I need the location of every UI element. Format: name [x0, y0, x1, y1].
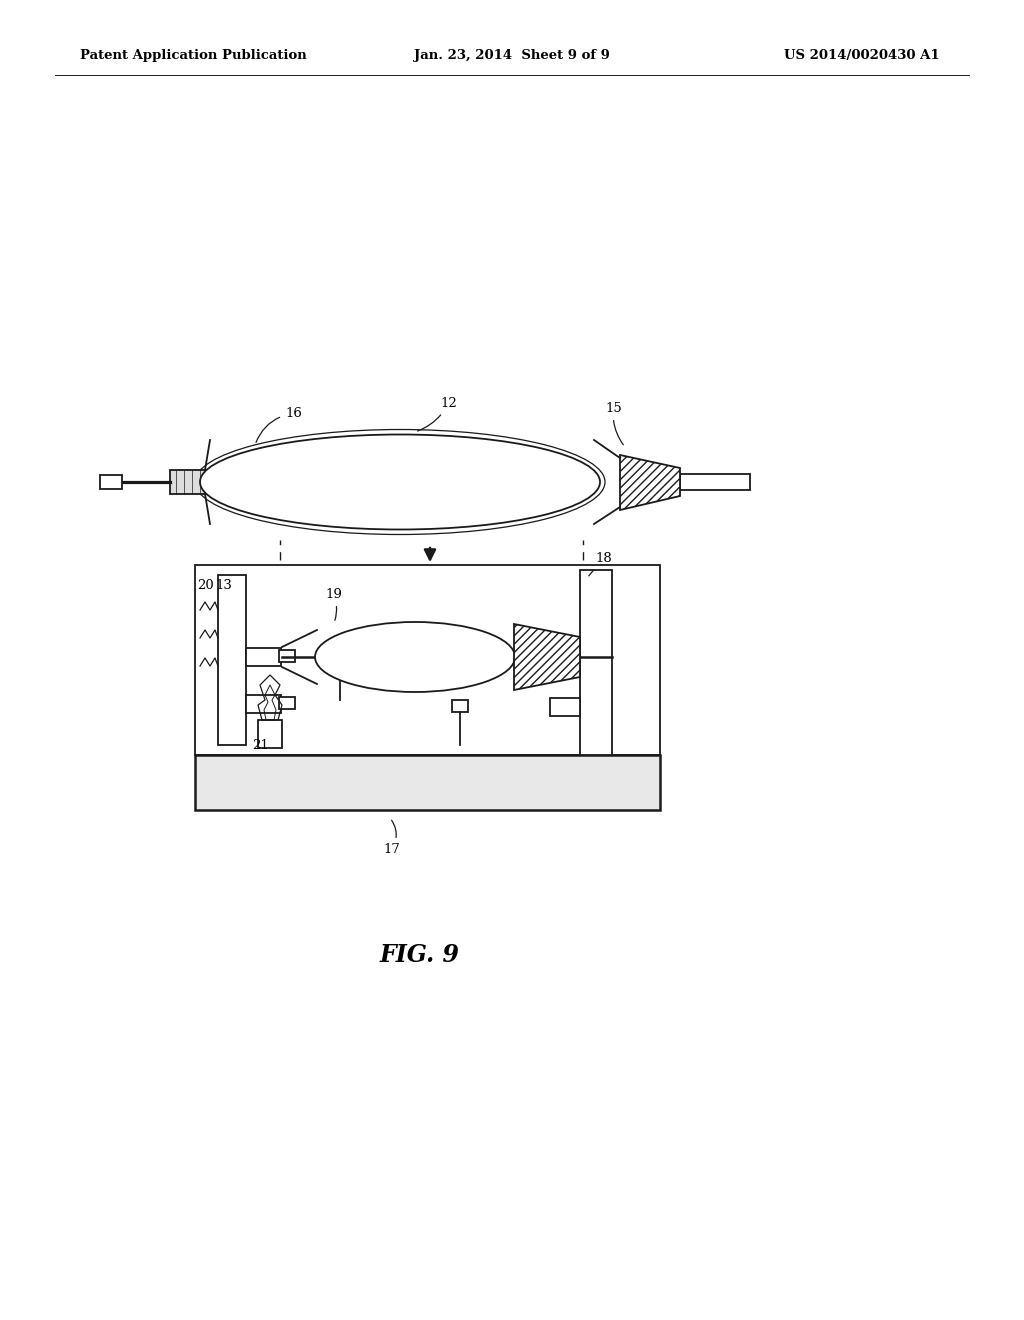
FancyBboxPatch shape — [550, 638, 580, 656]
FancyBboxPatch shape — [258, 719, 282, 748]
Ellipse shape — [315, 622, 515, 692]
Text: FIG. 9: FIG. 9 — [380, 942, 460, 968]
FancyBboxPatch shape — [279, 649, 295, 663]
Text: 13: 13 — [215, 579, 231, 591]
Polygon shape — [620, 455, 680, 510]
FancyBboxPatch shape — [332, 652, 348, 664]
FancyBboxPatch shape — [170, 470, 210, 494]
Text: 17: 17 — [383, 820, 400, 855]
FancyBboxPatch shape — [246, 648, 281, 667]
FancyBboxPatch shape — [195, 565, 660, 755]
Text: 16: 16 — [256, 407, 302, 442]
Text: 19: 19 — [325, 587, 342, 620]
Text: 15: 15 — [605, 403, 624, 445]
FancyBboxPatch shape — [680, 474, 750, 490]
FancyBboxPatch shape — [246, 696, 281, 713]
Text: 20: 20 — [197, 579, 214, 591]
Polygon shape — [514, 624, 580, 690]
Ellipse shape — [200, 434, 600, 529]
Text: Patent Application Publication: Patent Application Publication — [80, 49, 307, 62]
Text: 18: 18 — [589, 552, 611, 576]
Text: Jan. 23, 2014  Sheet 9 of 9: Jan. 23, 2014 Sheet 9 of 9 — [414, 49, 610, 62]
FancyBboxPatch shape — [580, 570, 612, 755]
FancyBboxPatch shape — [218, 576, 246, 744]
Text: 12: 12 — [418, 397, 457, 432]
FancyBboxPatch shape — [195, 755, 660, 810]
Text: US 2014/0020430 A1: US 2014/0020430 A1 — [784, 49, 940, 62]
Text: 21: 21 — [252, 739, 268, 752]
FancyBboxPatch shape — [279, 697, 295, 709]
FancyBboxPatch shape — [100, 475, 122, 488]
FancyBboxPatch shape — [550, 698, 580, 715]
FancyBboxPatch shape — [452, 700, 468, 711]
